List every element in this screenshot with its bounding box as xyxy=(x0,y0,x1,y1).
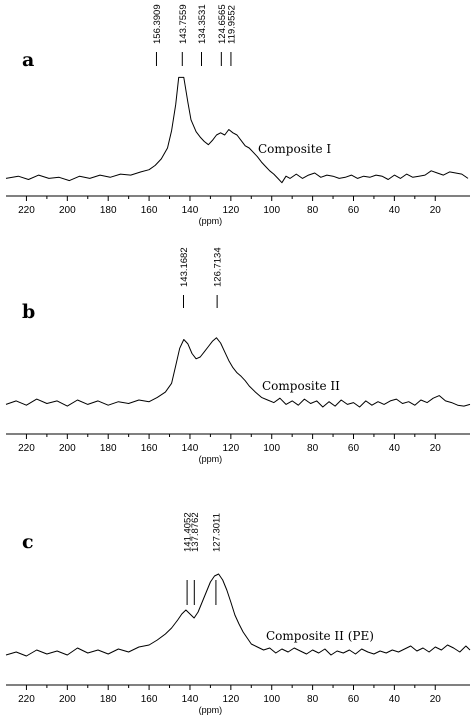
peak-label: 127.3011 xyxy=(211,513,222,552)
x-axis-title: (ppm) xyxy=(199,454,223,464)
x-tick-label: 140 xyxy=(182,694,199,705)
x-tick-label: 100 xyxy=(263,443,280,454)
x-tick-label: 120 xyxy=(223,205,240,216)
peak-label: 126.7134 xyxy=(213,247,224,287)
x-tick-label: 180 xyxy=(100,694,117,705)
peak-label: 137.8762 xyxy=(190,512,201,552)
x-tick-label: 40 xyxy=(389,694,401,705)
spectrum-line xyxy=(5,573,471,657)
x-tick-label: 80 xyxy=(307,694,319,705)
x-tick-label: 120 xyxy=(223,694,240,705)
peak-label: 134.3531 xyxy=(197,4,208,44)
x-tick-label: 200 xyxy=(59,443,76,454)
x-axis-title: (ppm) xyxy=(199,705,223,715)
spectrum-panel-b: 220 200 180 160 140 120 100 80 60 40 20 (ppm) 143.16… xyxy=(5,247,471,464)
x-tick-label: 20 xyxy=(430,694,442,705)
x-tick-label: 60 xyxy=(348,443,360,454)
x-tick-label: 80 xyxy=(307,205,319,216)
peak-label: 124.6565 xyxy=(217,4,228,44)
x-axis-title: (ppm) xyxy=(199,216,223,226)
x-tick-label: 100 xyxy=(263,205,280,216)
panel-letter: c xyxy=(22,531,34,553)
x-tick-label: 100 xyxy=(263,694,280,705)
x-tick-label: 60 xyxy=(348,205,360,216)
x-tick-label: 220 xyxy=(18,694,35,705)
spectrum-line xyxy=(5,337,471,408)
x-tick-label: 60 xyxy=(348,694,360,705)
x-tick-label: 80 xyxy=(307,443,319,454)
x-tick-label: 140 xyxy=(182,443,199,454)
peak-label: 143.1682 xyxy=(179,247,190,287)
x-tick-label: 20 xyxy=(430,205,442,216)
x-tick-label: 120 xyxy=(223,443,240,454)
spectrum-panel-c: 220 200 180 160 140 120 100 80 60 40 20 (ppm) 141.40… xyxy=(5,512,471,715)
series-label: Composite I xyxy=(258,142,331,156)
x-tick-label: 220 xyxy=(18,443,35,454)
spectrum-panel-a: 220 200 180 160 140 120 100 80 60 40 20 (ppm) 156.39… xyxy=(5,4,470,226)
x-tick-label: 180 xyxy=(100,443,117,454)
x-tick-label: 160 xyxy=(141,443,158,454)
x-tick-label: 160 xyxy=(141,205,158,216)
x-tick-label: 200 xyxy=(59,205,76,216)
panel-letter: a xyxy=(22,49,34,71)
x-tick-label: 160 xyxy=(141,694,158,705)
series-label: Composite II (PE) xyxy=(266,629,374,643)
peak-label: 141.4052 xyxy=(183,512,194,552)
x-tick-label: 40 xyxy=(389,443,401,454)
x-tick-label: 40 xyxy=(389,205,401,216)
peak-label: 119.9552 xyxy=(226,5,237,44)
x-tick-label: 180 xyxy=(100,205,117,216)
spectrum-line xyxy=(5,76,469,184)
x-tick-label: 200 xyxy=(59,694,76,705)
peak-label: 143.7559 xyxy=(178,4,189,44)
panel-letter: b xyxy=(22,301,35,323)
x-tick-label: 20 xyxy=(430,443,442,454)
peak-label: 156.3909 xyxy=(152,4,163,44)
x-tick-label: 220 xyxy=(18,205,35,216)
series-label: Composite II xyxy=(262,379,340,393)
x-tick-label: 140 xyxy=(182,205,199,216)
